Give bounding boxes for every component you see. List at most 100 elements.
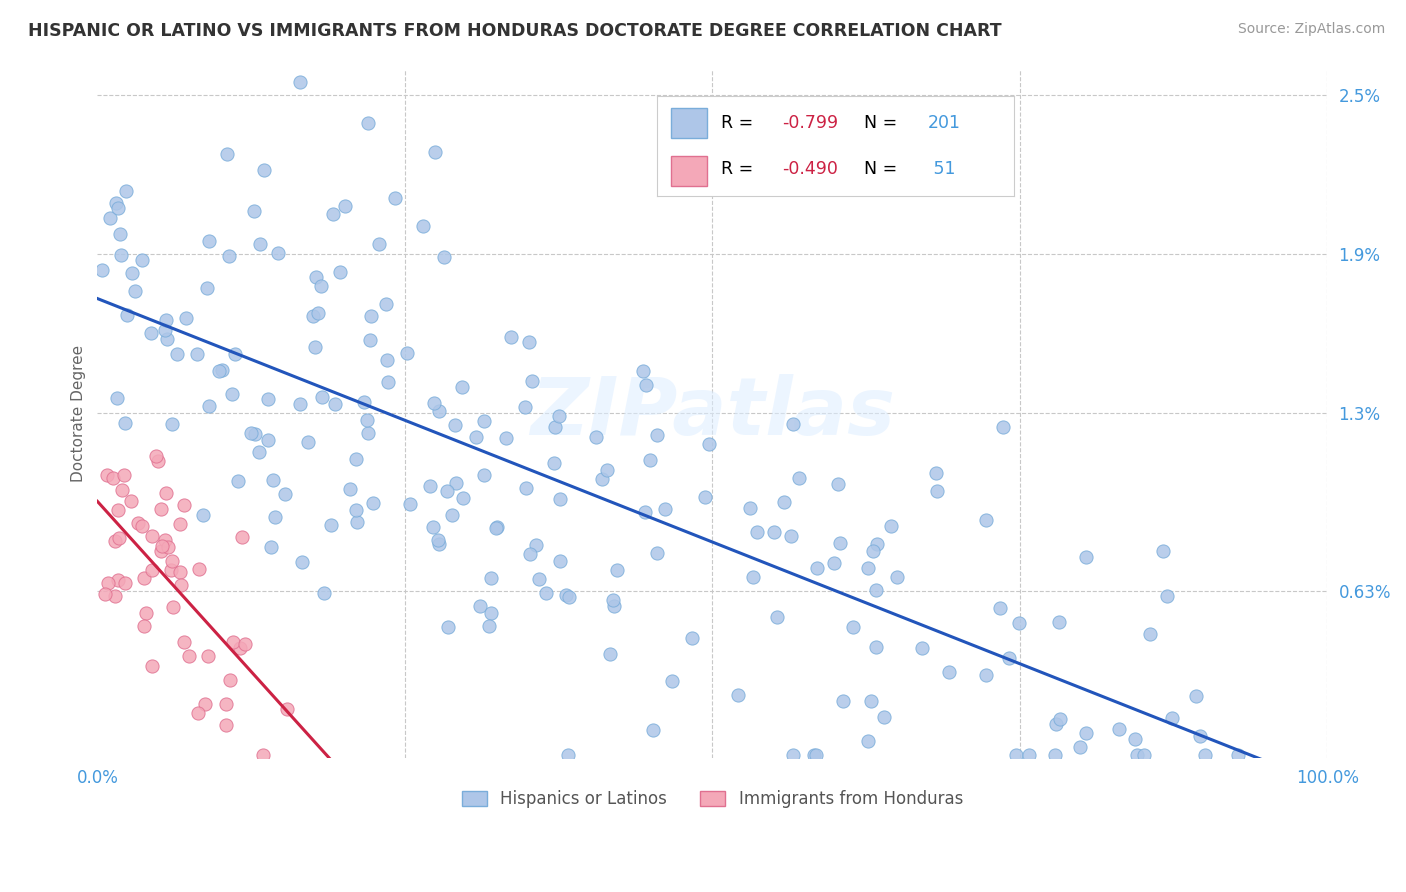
Point bbox=[360, 309, 382, 323]
Point bbox=[495, 431, 517, 445]
Point bbox=[155, 486, 177, 500]
Point bbox=[374, 297, 396, 311]
Point bbox=[377, 375, 399, 389]
Point bbox=[976, 668, 998, 682]
Point bbox=[519, 547, 541, 561]
Point bbox=[198, 399, 221, 413]
Point bbox=[187, 706, 209, 721]
Point bbox=[110, 248, 132, 262]
Point bbox=[631, 364, 654, 378]
Point bbox=[114, 576, 136, 591]
Point bbox=[307, 306, 329, 320]
Point bbox=[426, 533, 449, 547]
Point bbox=[880, 518, 903, 533]
Point bbox=[173, 635, 195, 649]
Point bbox=[108, 227, 131, 242]
Point bbox=[94, 587, 117, 601]
Point bbox=[444, 418, 467, 433]
Point bbox=[591, 472, 613, 486]
Point bbox=[139, 326, 162, 340]
Point bbox=[361, 496, 384, 510]
Point bbox=[886, 570, 908, 584]
Point bbox=[288, 75, 311, 89]
Point bbox=[188, 562, 211, 576]
Point bbox=[153, 323, 176, 337]
Point bbox=[224, 347, 246, 361]
Point bbox=[121, 266, 143, 280]
Point bbox=[156, 332, 179, 346]
Point bbox=[451, 380, 474, 394]
Point bbox=[437, 620, 460, 634]
Point bbox=[323, 397, 346, 411]
Point bbox=[803, 747, 825, 762]
Point bbox=[557, 747, 579, 762]
Point bbox=[602, 592, 624, 607]
Point bbox=[305, 270, 328, 285]
Point bbox=[90, 263, 112, 277]
Point bbox=[219, 673, 242, 688]
Point bbox=[472, 414, 495, 428]
Point bbox=[141, 528, 163, 542]
Point bbox=[524, 538, 547, 552]
Point bbox=[166, 346, 188, 360]
Point bbox=[543, 456, 565, 470]
Point bbox=[856, 733, 879, 747]
Point bbox=[228, 641, 250, 656]
Point bbox=[422, 519, 444, 533]
Point bbox=[485, 520, 508, 534]
Point bbox=[544, 420, 567, 434]
Point bbox=[141, 563, 163, 577]
Point bbox=[1047, 615, 1070, 629]
Point bbox=[107, 201, 129, 215]
Point bbox=[548, 409, 571, 423]
Point bbox=[440, 508, 463, 522]
Point bbox=[395, 346, 418, 360]
Point bbox=[536, 586, 558, 600]
Point bbox=[681, 632, 703, 646]
Point bbox=[107, 574, 129, 588]
Point bbox=[548, 492, 571, 507]
Point bbox=[427, 404, 450, 418]
Point bbox=[98, 211, 121, 226]
Point bbox=[599, 647, 621, 661]
Point bbox=[112, 467, 135, 482]
Point bbox=[105, 391, 128, 405]
Point bbox=[253, 163, 276, 178]
Point bbox=[762, 525, 785, 540]
Point bbox=[114, 416, 136, 430]
Point bbox=[823, 556, 845, 570]
Point bbox=[368, 236, 391, 251]
Point bbox=[1184, 689, 1206, 703]
Point bbox=[1139, 626, 1161, 640]
Point bbox=[444, 476, 467, 491]
Point bbox=[773, 495, 796, 509]
Point bbox=[162, 554, 184, 568]
Point bbox=[925, 466, 948, 480]
Point bbox=[513, 400, 536, 414]
Point bbox=[312, 586, 335, 600]
Point bbox=[464, 430, 486, 444]
Point bbox=[215, 718, 238, 732]
Point bbox=[1133, 747, 1156, 762]
Point bbox=[243, 204, 266, 219]
Point bbox=[263, 509, 285, 524]
Point bbox=[738, 501, 761, 516]
Text: ZIPatlas: ZIPatlas bbox=[530, 374, 894, 452]
Point bbox=[478, 619, 501, 633]
Point bbox=[267, 246, 290, 260]
Point bbox=[114, 184, 136, 198]
Point bbox=[107, 503, 129, 517]
Point bbox=[1005, 747, 1028, 762]
Point bbox=[654, 502, 676, 516]
Point bbox=[804, 747, 827, 762]
Point bbox=[1074, 725, 1097, 739]
Point bbox=[479, 571, 502, 585]
Point bbox=[221, 386, 243, 401]
Point bbox=[859, 693, 882, 707]
Point bbox=[134, 571, 156, 585]
Point bbox=[412, 219, 434, 233]
Point bbox=[311, 390, 333, 404]
Point bbox=[423, 396, 446, 410]
Point bbox=[146, 454, 169, 468]
Point bbox=[645, 427, 668, 442]
